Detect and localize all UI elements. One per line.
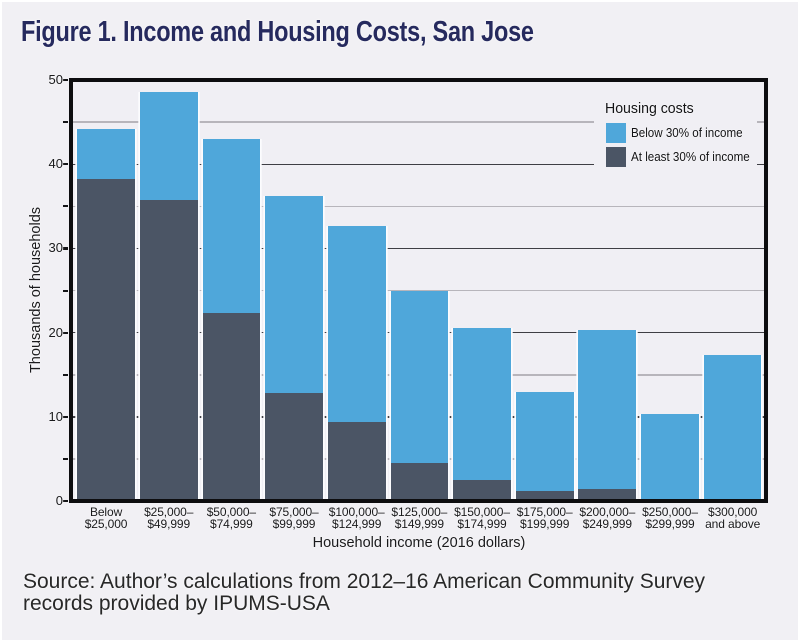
bar--25-000-49-999: [139, 91, 198, 499]
x-tick-label-4: $100,000– $124,999: [322, 504, 392, 532]
x-tick-label-7: $175,000– $199,999: [510, 504, 580, 532]
y-tick-40: [63, 163, 68, 166]
bar--300-000-and-above: [703, 354, 762, 499]
x-tick-label-line: $249,999: [582, 517, 632, 532]
legend-label-1: At least 30% of income: [630, 149, 750, 165]
y-tick-45: [63, 121, 68, 124]
bar--175-000-199-999: [515, 391, 574, 499]
x-tick-label-line: Below: [89, 504, 123, 519]
legend-label-0: Below 30% of income: [630, 124, 743, 140]
x-tick-label-line: $25,000: [84, 517, 128, 532]
y-axis-title: Thousands of households: [27, 206, 44, 374]
x-tick-label-0: Below $25,000: [71, 504, 141, 532]
bar-segment-at-least-30: [390, 463, 449, 499]
bar-segment-at-least-30: [515, 491, 574, 499]
x-tick-label-5: $125,000– $149,999: [384, 504, 454, 532]
y-tick-10: [63, 415, 68, 419]
bar-segment-at-least-30: [578, 489, 637, 499]
y-tick-label-30: 30: [48, 240, 63, 256]
x-tick-label-2: $50,000– $74,999: [196, 504, 266, 532]
bar-segment-at-least-30: [327, 422, 386, 499]
bar-below-25-000: [77, 128, 135, 499]
y-tick-label-0: 0: [55, 493, 63, 509]
x-tick-label-9: $250,000– $299,999: [635, 504, 705, 532]
x-tick-label-line: $74,999: [210, 517, 253, 532]
plot-area: Housing costs Below 30% of income At leas…: [69, 78, 768, 503]
minor-gridline-45: [73, 121, 764, 123]
figure-title: Figure 1. Income and Housing Costs, San …: [21, 16, 534, 48]
y-tick-label-20: 20: [48, 324, 63, 340]
x-tick-label-line: $300,000: [708, 504, 758, 519]
x-tick-label-line: $25,000–: [144, 504, 194, 519]
x-tick-label-line: $75,000–: [269, 504, 319, 519]
legend-swatch-0: [606, 122, 626, 143]
y-tick-50: [63, 78, 68, 82]
bar--75-000-99-999: [265, 196, 323, 499]
x-tick-label-line: $150,000–: [454, 504, 510, 519]
bar-segment-at-least-30: [265, 392, 323, 499]
bar-segment-at-least-30: [139, 199, 198, 499]
bar--250-000-299-999: [641, 413, 699, 499]
y-tick-20: [63, 331, 68, 334]
bar-segment-at-least-30: [77, 178, 135, 499]
bar--50-000-74-999: [202, 138, 261, 499]
x-tick-label-3: $75,000– $99,999: [259, 504, 329, 532]
x-tick-label-line: $124,999: [332, 517, 382, 532]
bar-segment-at-least-30: [202, 313, 261, 499]
bar--200-000-249-999: [578, 330, 637, 499]
x-tick-label-line: $125,000–: [391, 504, 448, 519]
legend-title: Housing costs: [605, 100, 694, 117]
x-tick-label-6: $150,000– $174,999: [447, 504, 517, 532]
x-tick-label-line: $100,000–: [328, 504, 385, 519]
x-tick-label-line: $99,999: [272, 517, 316, 532]
bar-segment-at-least-30: [453, 480, 511, 499]
x-tick-label-8: $200,000– $249,999: [572, 504, 642, 532]
y-tick-30: [63, 247, 68, 250]
x-tick-label-line: $50,000–: [206, 504, 256, 519]
y-tick-label-50: 50: [48, 72, 63, 87]
y-tick-35: [63, 205, 68, 208]
source-note-line-2: records provided by IPUMS-USA: [23, 591, 330, 615]
y-tick-0: [63, 500, 68, 503]
bar--150-000-174-999: [453, 327, 511, 499]
x-axis-title: Household income (2016 dollars): [312, 535, 526, 551]
y-tick-label-10: 10: [48, 408, 63, 424]
bar--100-000-124-999: [327, 225, 386, 499]
x-tick-label-line: $149,999: [394, 517, 444, 532]
bar--125-000-149-999: [390, 290, 449, 499]
source-note: Source: Author’s calculations from 2012–…: [23, 571, 705, 614]
y-tick-25: [63, 289, 68, 292]
y-tick-5: [63, 457, 68, 461]
x-tick-label-line: and above: [705, 517, 761, 532]
x-tick-label-line: $299,999: [645, 517, 695, 532]
x-tick-label-line: $199,999: [520, 517, 570, 532]
x-tick-label-1: $25,000– $49,999: [134, 504, 204, 532]
x-tick-label-line: $175,000–: [516, 504, 573, 519]
minor-gridline-35: [73, 205, 764, 208]
x-tick-label-line: $49,999: [147, 517, 191, 532]
legend-swatch-1: [606, 146, 626, 167]
major-gridline-40: [73, 163, 764, 165]
y-tick-15: [63, 373, 68, 376]
x-tick-label-10: $300,000 and above: [698, 504, 768, 532]
x-tick-label-line: $200,000–: [579, 504, 636, 519]
minor-gridline-25: [73, 289, 764, 292]
legend: Housing costs Below 30% of income At leas…: [594, 92, 757, 173]
x-tick-label-line: $250,000–: [642, 504, 698, 519]
source-note-line-1: Source: Author’s calculations from 2012–…: [23, 570, 706, 593]
y-tick-label-40: 40: [48, 156, 63, 172]
major-gridline-30: [73, 247, 764, 250]
x-tick-label-line: $174,999: [457, 517, 507, 532]
